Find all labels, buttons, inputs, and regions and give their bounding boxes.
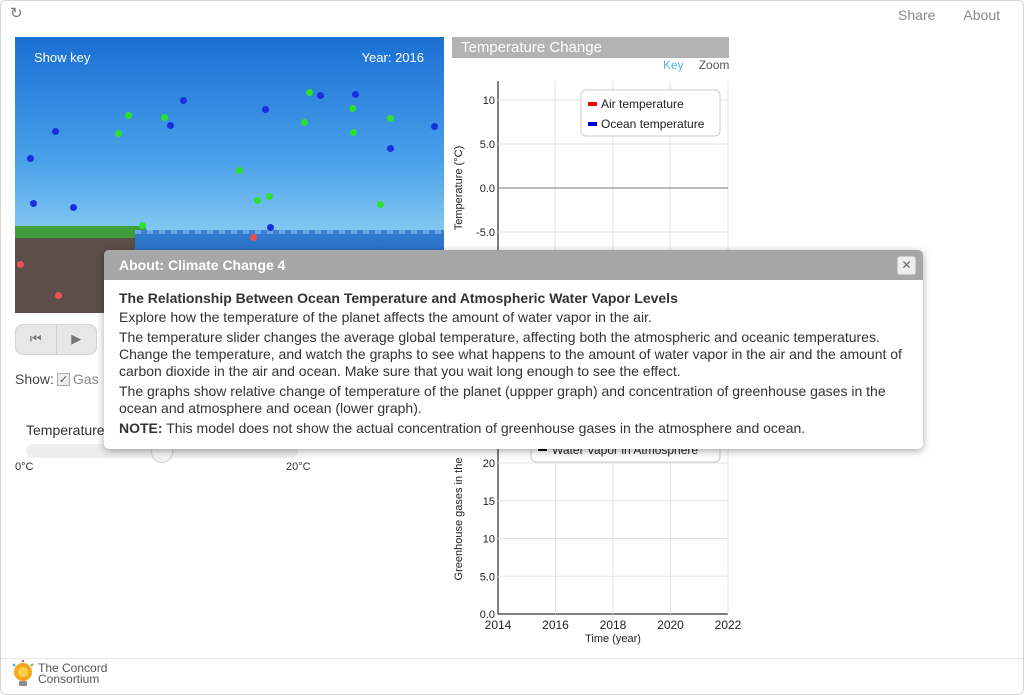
lower-y-tick-label: 10 [483, 534, 495, 546]
show-options: Show: ✓ Gas [15, 371, 99, 387]
blue-molecule [317, 92, 324, 99]
graph-links: Key Zoom [663, 58, 729, 72]
about-note: NOTE: This model does not show the actua… [119, 420, 908, 437]
graph-title: Temperature Change [452, 37, 729, 58]
green-molecule [125, 112, 132, 119]
lower-y-tick-label: 0.0 [480, 609, 495, 621]
green-molecule [301, 119, 308, 126]
lower-x-axis-label: Time (year) [585, 633, 641, 645]
play-button[interactable]: ▶ [55, 325, 97, 354]
playback-controls: ⏮ ▶ [15, 324, 97, 355]
logo-text: The Concord Consortium [38, 661, 108, 686]
note-label: NOTE: [119, 420, 163, 436]
about-dialog-header: About: Climate Change 4 ✕ [104, 250, 923, 280]
upper-y-tick-label: -5.0 [476, 227, 495, 239]
blue-molecule [70, 204, 77, 211]
green-molecule [377, 201, 384, 208]
upper-chart: 10 5.0 0.0 -5.0 Temperature (°C) Air temper… [453, 81, 729, 251]
about-dialog-title: About: Climate Change 4 [119, 257, 286, 273]
note-text: This model does not show the actual conc… [162, 420, 806, 436]
legend-air-temperature: Air temperature [601, 97, 684, 111]
red-molecule [250, 234, 257, 241]
about-paragraph-3: The graphs show relative change of tempe… [119, 383, 886, 416]
upper-y-tick-label: 5.0 [480, 139, 495, 151]
lower-x-tick-label: 2020 [657, 618, 684, 632]
lower-y-tick-label: 15 [483, 496, 495, 508]
legend-swatch-ocean [588, 122, 597, 126]
lower-x-tick-label: 2014 [485, 618, 512, 632]
legend-swatch-air [588, 102, 597, 106]
green-molecule [236, 167, 243, 174]
about-link[interactable]: About [963, 7, 1000, 23]
blue-molecule [27, 155, 34, 162]
legend-swatch-vapor [538, 448, 547, 451]
about-dialog: About: Climate Change 4 ✕ The Relationsh… [104, 250, 923, 449]
slider-min-label: 0°C [15, 461, 34, 473]
lower-chart: 20 15 10 5.0 0.0 2014 2016 2018 2020 2022 Greenh… [453, 438, 742, 645]
play-icon: ▶ [71, 332, 82, 347]
upper-y-axis-label: Temperature (°C) [453, 146, 465, 230]
temperature-label: Temperature [26, 422, 105, 438]
show-label: Show: [15, 371, 54, 387]
reset-button[interactable]: ⏮ [16, 325, 56, 354]
upper-y-tick-label: 0.0 [480, 183, 495, 195]
lower-x-tick-label: 2016 [542, 618, 569, 632]
key-link[interactable]: Key [663, 58, 684, 72]
green-molecule [139, 222, 146, 229]
concord-logo[interactable]: The Concord Consortium [11, 660, 107, 688]
lower-y-tick-label: 5.0 [480, 571, 495, 583]
top-links: Share About [898, 7, 1000, 23]
blue-molecule [267, 224, 274, 231]
reload-icon[interactable]: ↻ [10, 4, 23, 22]
lower-y-tick-label: 20 [483, 458, 495, 470]
blue-molecule [262, 106, 269, 113]
blue-molecule [52, 128, 59, 135]
red-molecule [55, 292, 62, 299]
blue-molecule [167, 122, 174, 129]
lower-x-tick-label: 2022 [715, 618, 742, 632]
slider-max-label: 20°C [286, 461, 311, 473]
share-link[interactable]: Share [898, 7, 936, 23]
year-readout: Year: 2016 [361, 50, 424, 65]
blue-molecule [30, 200, 37, 207]
gases-label: Gas [72, 371, 99, 387]
green-molecule [350, 129, 357, 136]
green-molecule [349, 105, 356, 112]
lightbulb-icon [12, 660, 34, 686]
close-icon[interactable]: ✕ [897, 256, 916, 275]
green-molecule [115, 130, 122, 137]
skip-back-icon: ⏮ [29, 332, 42, 347]
logo-line-1: The Concord [38, 661, 108, 675]
blue-molecule [431, 123, 438, 130]
blue-molecule [387, 145, 394, 152]
blue-molecule [180, 97, 187, 104]
about-heading: The Relationship Between Ocean Temperatu… [119, 290, 678, 306]
green-molecule [161, 114, 168, 121]
upper-y-tick-label: 10 [483, 95, 495, 107]
blue-molecule [352, 91, 359, 98]
show-key-button[interactable]: Show key [34, 50, 91, 65]
gases-checkbox[interactable]: ✓ [56, 372, 70, 386]
upper-legend: Air temperature Ocean temperature [580, 89, 721, 137]
lower-x-tick-label: 2018 [600, 618, 627, 632]
green-molecule [266, 193, 273, 200]
legend-ocean-temperature: Ocean temperature [601, 117, 705, 131]
logo-line-2: Consortium [38, 672, 100, 686]
lower-y-axis-label: Greenhouse gases in the [453, 458, 465, 581]
green-molecule [254, 197, 261, 204]
zoom-link[interactable]: Zoom [698, 58, 730, 72]
about-dialog-body: The Relationship Between Ocean Temperatu… [104, 280, 923, 437]
about-paragraph-2: The temperature slider changes the avera… [119, 329, 902, 379]
about-paragraph-1: Explore how the temperature of the plane… [119, 309, 652, 325]
footer-divider [1, 658, 1023, 659]
red-molecule [17, 261, 24, 268]
green-molecule [387, 115, 394, 122]
green-molecule [306, 89, 313, 96]
